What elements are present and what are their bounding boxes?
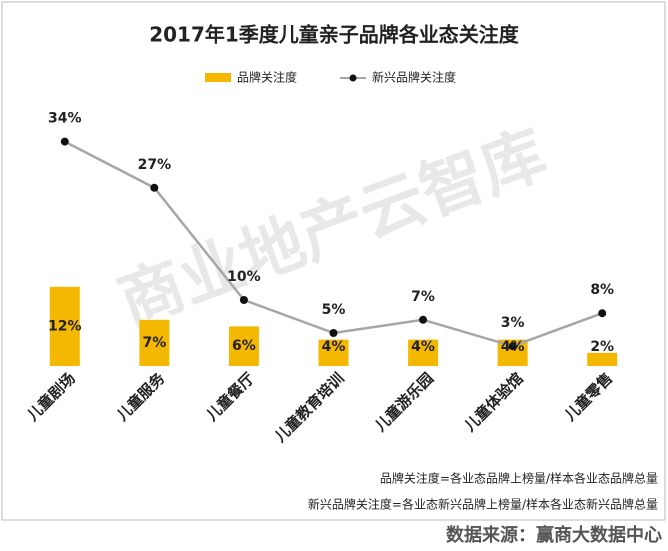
- bar: [587, 352, 618, 366]
- data-label: 4%: [411, 339, 435, 355]
- bar: [228, 326, 259, 366]
- data-label: 3%: [501, 315, 525, 331]
- line-marker: [419, 315, 428, 324]
- bar: [49, 286, 80, 366]
- line-marker: [329, 329, 338, 337]
- data-label: 8%: [590, 282, 614, 298]
- line-marker: [150, 183, 159, 192]
- data-label: 4%: [501, 339, 525, 355]
- frame: [1, 1, 666, 521]
- legend-label: 品牌关注度: [237, 70, 297, 85]
- line-marker: [598, 309, 607, 318]
- legend-swatch: [205, 73, 231, 82]
- data-label: 12%: [48, 318, 82, 334]
- data-label: 6%: [232, 338, 256, 354]
- legend-label: 新兴品牌关注度: [372, 70, 456, 85]
- data-label: 4%: [322, 339, 346, 355]
- line-marker: [60, 137, 69, 146]
- data-label: 5%: [322, 302, 346, 318]
- legend-marker: [349, 74, 357, 82]
- data-label: 2%: [590, 339, 614, 355]
- data-label: 10%: [227, 269, 261, 285]
- bar: [139, 319, 170, 366]
- line-marker: [508, 342, 517, 351]
- note: 新兴品牌关注度=各业态新兴品牌上榜量/样本各业态新兴品牌总量: [308, 497, 658, 512]
- bar: [408, 339, 439, 366]
- data-label: 7%: [411, 289, 435, 305]
- source: 数据来源：赢商大数据中心: [446, 524, 662, 546]
- data-label: 34%: [48, 111, 82, 127]
- chart-title: 2017年1季度儿童亲子品牌各业态关注度: [149, 23, 520, 47]
- bar: [318, 339, 349, 366]
- data-label: 27%: [138, 157, 172, 173]
- note: 品牌关注度=各业态品牌上榜量/样本各业态品牌总量: [380, 471, 658, 486]
- line-marker: [239, 296, 248, 304]
- data-label: 7%: [142, 335, 166, 351]
